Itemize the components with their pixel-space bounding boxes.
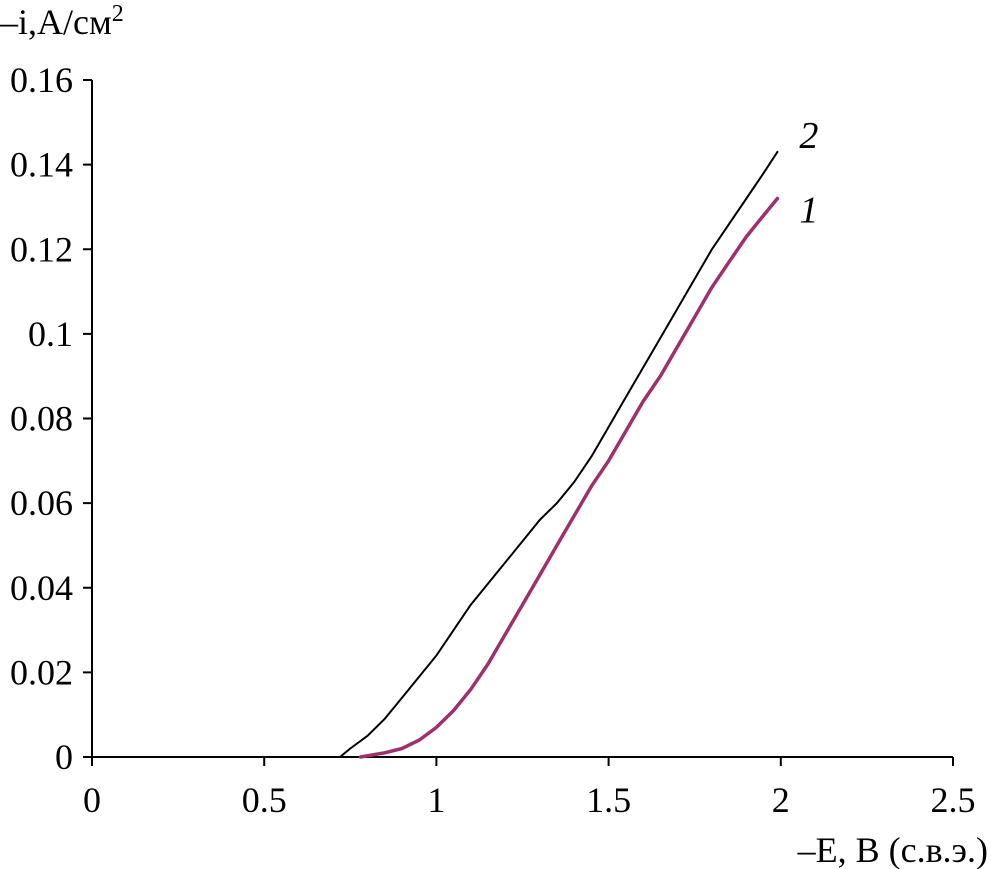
x-tick-label: 2.5 — [931, 780, 976, 820]
series-1-label: 1 — [799, 189, 818, 231]
y-axis-title-superscript: 2 — [112, 1, 124, 27]
y-tick-label: 0.12 — [10, 229, 73, 269]
series-2-line — [339, 150, 779, 758]
y-tick-label: 0.06 — [10, 483, 73, 523]
series-2-label: 2 — [799, 115, 818, 157]
x-tick-label: 0 — [83, 780, 101, 820]
y-tick-label: 0.08 — [10, 399, 73, 439]
y-tick-label: 0.14 — [10, 145, 73, 185]
x-tick-label: 0.5 — [242, 780, 287, 820]
axes — [91, 80, 953, 758]
x-axis-title: –E, В (с.в.э.) — [797, 830, 988, 869]
x-tick-label: 2 — [772, 780, 790, 820]
y-tick-label: 0.04 — [10, 568, 73, 608]
y-tick-label: 0 — [55, 737, 73, 777]
series-1-line — [358, 196, 780, 759]
y-axis-title: –i,А/см2 — [0, 1, 124, 42]
x-tick-label: 1.5 — [586, 780, 631, 820]
x-ticks: 0 0.5 1 1.5 2 2.5 — [83, 757, 976, 820]
y-ticks: 0 0.02 0.04 0.06 0.08 0.1 0.12 0.14 0.16 — [10, 60, 92, 777]
y-axis-title-main: –i,А/см — [0, 2, 112, 42]
y-tick-label: 0.1 — [28, 314, 73, 354]
series-layer: 12 — [339, 115, 818, 759]
x-tick-label: 1 — [427, 780, 445, 820]
y-tick-label: 0.02 — [10, 652, 73, 692]
y-tick-label: 0.16 — [10, 60, 73, 100]
